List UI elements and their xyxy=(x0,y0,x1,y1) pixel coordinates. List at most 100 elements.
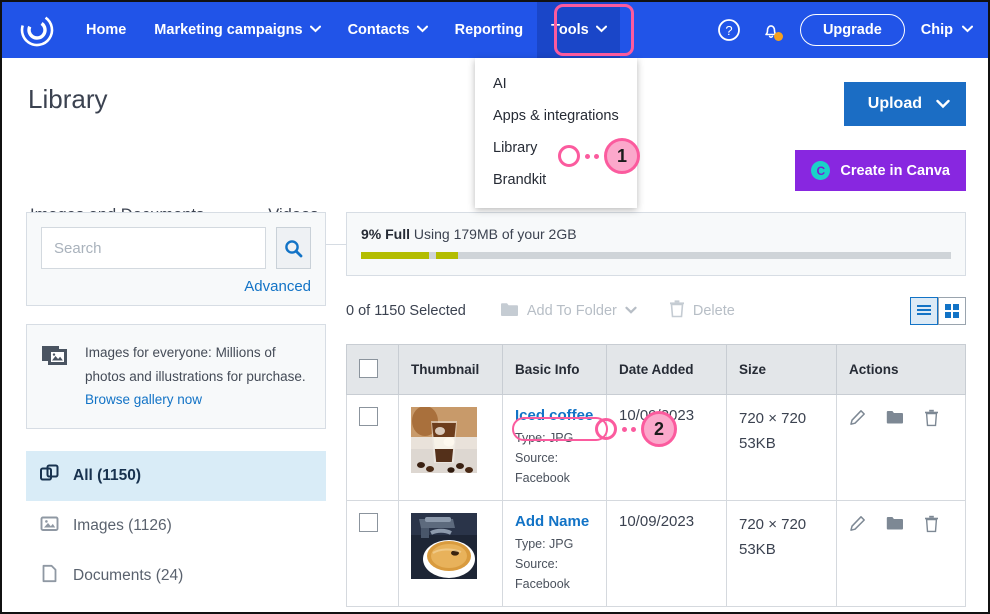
file-name-link[interactable]: Iced coffee xyxy=(515,407,594,424)
add-to-folder-label: Add To Folder xyxy=(526,303,617,319)
library-toolbar: 0 of 1150 Selected Add To Folder xyxy=(346,296,966,326)
nav-item-marketing-campaigns[interactable]: Marketing campaigns xyxy=(140,2,333,58)
storage-progress-segment-2 xyxy=(435,252,459,259)
nav-item-tools[interactable]: Tools xyxy=(537,2,620,58)
chevron-down-icon xyxy=(936,99,950,109)
add-to-folder-button[interactable]: Add To Folder xyxy=(500,301,637,321)
file-source-value: Facebook xyxy=(515,471,570,485)
dropdown-item-apps-integrations[interactable]: Apps & integrations xyxy=(493,108,619,124)
chevron-down-icon xyxy=(416,25,428,35)
row-date-cell: 10/09/2023 xyxy=(606,394,727,501)
storage-progress-bar xyxy=(361,252,951,259)
nav-item-home-label: Home xyxy=(86,22,127,38)
browse-gallery-link[interactable]: Browse gallery now xyxy=(85,392,203,408)
row-select-cell xyxy=(346,394,399,501)
sidebar-item-documents-label: Documents (24) xyxy=(73,566,184,584)
dropdown-item-ai[interactable]: AI xyxy=(493,76,507,92)
notifications-bell-icon[interactable] xyxy=(758,17,784,43)
file-filesize: 53KB xyxy=(739,540,776,558)
constant-contact-logo[interactable] xyxy=(16,9,58,51)
file-filesize: 53KB xyxy=(739,434,776,452)
storage-detail-label: Using 179MB of your 2GB xyxy=(413,226,577,242)
main-nav-links: Home Marketing campaigns Contacts Report… xyxy=(72,2,620,58)
row-size-cell: 720 × 720 53KB xyxy=(726,500,837,607)
create-in-canva-button[interactable]: C Create in Canva xyxy=(795,150,966,191)
nav-item-home[interactable]: Home xyxy=(72,2,140,58)
file-name-link[interactable]: Add Name xyxy=(515,513,590,530)
folder-icon[interactable] xyxy=(886,409,904,431)
iced-coffee-thumbnail[interactable] xyxy=(411,407,477,473)
view-mode-toggle xyxy=(910,297,966,325)
column-date-added: Date Added xyxy=(606,344,727,395)
gallery-promo-body: Images for everyone: Millions of photos … xyxy=(85,345,306,384)
images-stack-icon xyxy=(41,341,71,412)
row-actions-cell xyxy=(836,500,966,607)
library-filter-list: All (1150) Images (1126) xyxy=(26,450,326,601)
edit-pencil-icon[interactable] xyxy=(849,515,866,537)
user-menu-label: Chip xyxy=(920,22,953,38)
folder-icon[interactable] xyxy=(886,515,904,537)
file-dimensions: 720 × 720 xyxy=(739,516,807,533)
document-icon xyxy=(40,564,59,588)
top-navigation-bar: Home Marketing campaigns Contacts Report… xyxy=(2,2,988,58)
row-thumbnail-cell xyxy=(398,394,503,501)
nav-item-reporting-label: Reporting xyxy=(454,22,524,38)
selection-count-label: 0 of 1150 Selected xyxy=(346,303,466,319)
table-body: Iced coffee Type: JPG Source: Facebook 1… xyxy=(346,394,966,607)
column-thumbnail: Thumbnail xyxy=(398,344,503,395)
delete-label: Delete xyxy=(692,303,735,319)
trash-icon[interactable] xyxy=(924,515,939,537)
storage-usage-panel: 9% Full Using 179MB of your 2GB xyxy=(346,212,966,276)
search-button[interactable] xyxy=(276,227,311,269)
page-title: Library xyxy=(28,84,108,114)
trash-icon[interactable] xyxy=(924,409,939,431)
chevron-down-icon xyxy=(625,306,637,316)
delete-button[interactable]: Delete xyxy=(669,300,735,322)
row-basic-info-cell: Add Name Type: JPG Source: Facebook xyxy=(502,500,607,607)
svg-text:?: ? xyxy=(725,23,732,38)
advanced-search-link[interactable]: Advanced xyxy=(244,278,311,295)
row-actions xyxy=(849,513,953,537)
copy-stack-icon xyxy=(40,464,59,488)
library-sidebar: Advanced Images for everyone: Millions o… xyxy=(26,212,326,601)
storage-percent-label: 9% Full xyxy=(361,226,411,242)
dropdown-item-brandkit[interactable]: Brandkit xyxy=(493,172,547,188)
dropdown-item-library[interactable]: Library xyxy=(493,140,538,156)
help-icon[interactable]: ? xyxy=(716,17,742,43)
table-header-row: Thumbnail Basic Info Date Added Size Act… xyxy=(346,344,966,395)
nav-item-contacts[interactable]: Contacts xyxy=(334,2,441,58)
sidebar-item-documents[interactable]: Documents (24) xyxy=(26,551,326,601)
library-main-content: 9% Full Using 179MB of your 2GB 0 of 115… xyxy=(346,212,966,607)
gallery-promo-card: Images for everyone: Millions of photos … xyxy=(26,324,326,429)
row-actions-cell xyxy=(836,394,966,501)
nav-item-contacts-label: Contacts xyxy=(347,22,410,38)
row-size-cell: 720 × 720 53KB xyxy=(726,394,837,501)
file-meta: Type: JPG Source: Facebook xyxy=(515,428,594,488)
column-basic-info: Basic Info xyxy=(502,344,607,395)
nav-item-reporting[interactable]: Reporting xyxy=(441,2,537,58)
row-basic-info-cell: Iced coffee Type: JPG Source: Facebook xyxy=(502,394,607,501)
row-checkbox[interactable] xyxy=(359,407,378,426)
row-checkbox[interactable] xyxy=(359,513,378,532)
row-actions xyxy=(849,407,953,431)
user-menu[interactable]: Chip xyxy=(920,22,973,38)
tools-dropdown-menu: AI Apps & integrations Library Brandkit xyxy=(475,58,637,208)
file-dimensions: 720 × 720 xyxy=(739,410,807,427)
edit-pencil-icon[interactable] xyxy=(849,409,866,431)
column-actions: Actions xyxy=(836,344,966,395)
search-input[interactable] xyxy=(41,227,266,269)
select-all-checkbox[interactable] xyxy=(359,358,378,378)
espresso-pour-thumbnail[interactable] xyxy=(411,513,477,579)
grid-view-button[interactable] xyxy=(938,297,966,325)
table-row[interactable]: Iced coffee Type: JPG Source: Facebook 1… xyxy=(346,394,966,501)
list-view-button[interactable] xyxy=(910,297,938,325)
table-row[interactable]: Add Name Type: JPG Source: Facebook 10/0… xyxy=(346,500,966,607)
sidebar-item-images[interactable]: Images (1126) xyxy=(26,501,326,551)
magnifier-icon xyxy=(285,239,303,257)
upload-button[interactable]: Upload xyxy=(843,82,966,126)
gallery-promo-text: Images for everyone: Millions of photos … xyxy=(85,341,311,412)
nav-right-cluster: ? Upgrade Chip xyxy=(716,14,973,46)
sidebar-item-all[interactable]: All (1150) xyxy=(26,450,326,501)
upgrade-button[interactable]: Upgrade xyxy=(799,14,905,46)
